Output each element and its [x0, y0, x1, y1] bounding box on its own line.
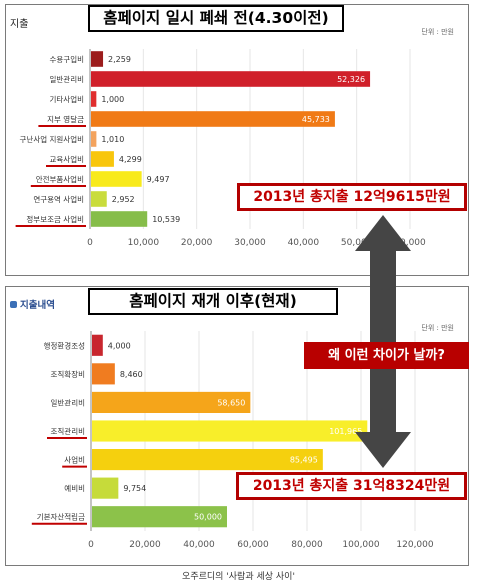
x-tick-label: 10,000 — [128, 238, 160, 248]
category-label: 기타사업비 — [50, 95, 85, 104]
x-tick-label: 40,000 — [288, 238, 320, 248]
corner-label-after-text: 지출내역 — [20, 300, 55, 311]
category-label: 예비비 — [64, 483, 85, 493]
x-tick-label: 20,000 — [181, 238, 213, 248]
value-label: 2,952 — [112, 195, 135, 204]
bar — [91, 91, 97, 107]
bar — [92, 477, 119, 499]
bar — [91, 151, 114, 167]
unit-label-before: 단위 : 만원 — [421, 28, 454, 36]
category-label: 교육사업비 — [50, 155, 85, 164]
bar — [91, 191, 107, 207]
bar — [91, 131, 97, 147]
value-label: 1,000 — [101, 95, 124, 104]
corner-label-before: 지출 — [10, 19, 29, 30]
bar — [91, 71, 371, 87]
category-label: 연구용역 사업비 — [33, 194, 84, 204]
question-banner: 왜 이런 차이가 날까? — [304, 342, 469, 369]
total-callout-after: 2013년 총지출 31억8324만원 — [236, 472, 467, 500]
headline-after: 홈페이지 재개 이후(현재) — [88, 288, 338, 315]
value-label: 45,733 — [302, 115, 330, 124]
category-label: 안전부품사업비 — [36, 174, 84, 184]
category-label: 조직관리비 — [51, 426, 86, 436]
value-label: 2,259 — [108, 55, 131, 64]
x-tick-label: 50,000 — [341, 238, 373, 248]
bar — [92, 334, 103, 356]
x-tick-label: 120,000 — [396, 540, 433, 550]
x-tick-label: 0 — [87, 238, 93, 248]
x-tick-label: 0 — [88, 540, 94, 550]
x-tick-label: 60,000 — [237, 540, 269, 550]
bar — [92, 420, 368, 442]
bar — [91, 51, 104, 67]
category-label: 사업비 — [64, 456, 85, 465]
double-arrow-shape — [355, 215, 411, 468]
value-label: 4,299 — [119, 155, 142, 164]
total-callout-before: 2013년 총지출 12억9615만원 — [237, 183, 467, 211]
bar — [92, 449, 323, 471]
value-label: 58,650 — [217, 398, 245, 407]
value-label: 101,965 — [329, 427, 362, 436]
category-label: 정부보조금 사업비 — [26, 214, 84, 224]
value-label: 85,495 — [290, 456, 318, 465]
category-label: 기본자산적립금 — [37, 512, 85, 522]
bar — [91, 211, 148, 227]
category-label: 일반관리비 — [51, 397, 86, 407]
x-tick-label: 80,000 — [291, 540, 323, 550]
value-label: 8,460 — [120, 370, 143, 379]
image-caption: 오주르디의 '사람과 세상 사이' — [182, 572, 295, 582]
value-label: 9,754 — [123, 484, 146, 493]
category-label: 행정환경조성 — [44, 340, 85, 350]
category-label: 구난사업 지원사업비 — [20, 135, 84, 144]
bar-chart-after: 0 20,000 40,000 60,000 80,000 100,000 120,000 행… — [31, 331, 434, 550]
headline-before: 홈페이지 일시 폐쇄 전(4.30이전) — [88, 5, 344, 32]
bar — [91, 111, 335, 127]
value-label: 10,539 — [152, 215, 180, 224]
x-tick-label: 60,000 — [394, 238, 426, 248]
value-label: 1,010 — [101, 135, 124, 144]
value-label: 52,326 — [337, 75, 365, 84]
category-label: 수용구입비 — [50, 55, 85, 64]
bullet-icon — [10, 301, 17, 308]
value-label: 4,000 — [108, 341, 131, 350]
corner-label-after: 지출내역 — [10, 297, 55, 311]
category-label: 지부 영달금 — [47, 114, 84, 124]
value-label: 9,497 — [147, 175, 170, 184]
category-label: 일반관리비 — [50, 74, 85, 84]
x-tick-label: 40,000 — [183, 540, 215, 550]
category-label: 조직확장비 — [51, 369, 86, 379]
bar — [92, 363, 115, 385]
x-tick-label: 100,000 — [342, 540, 379, 550]
value-label: 50,000 — [194, 513, 222, 522]
x-tick-label: 30,000 — [234, 238, 266, 248]
x-tick-label: 20,000 — [129, 540, 161, 550]
unit-label-after: 단위 : 만원 — [421, 324, 454, 332]
bar — [91, 171, 142, 187]
bar — [92, 506, 227, 528]
bar — [92, 391, 251, 413]
